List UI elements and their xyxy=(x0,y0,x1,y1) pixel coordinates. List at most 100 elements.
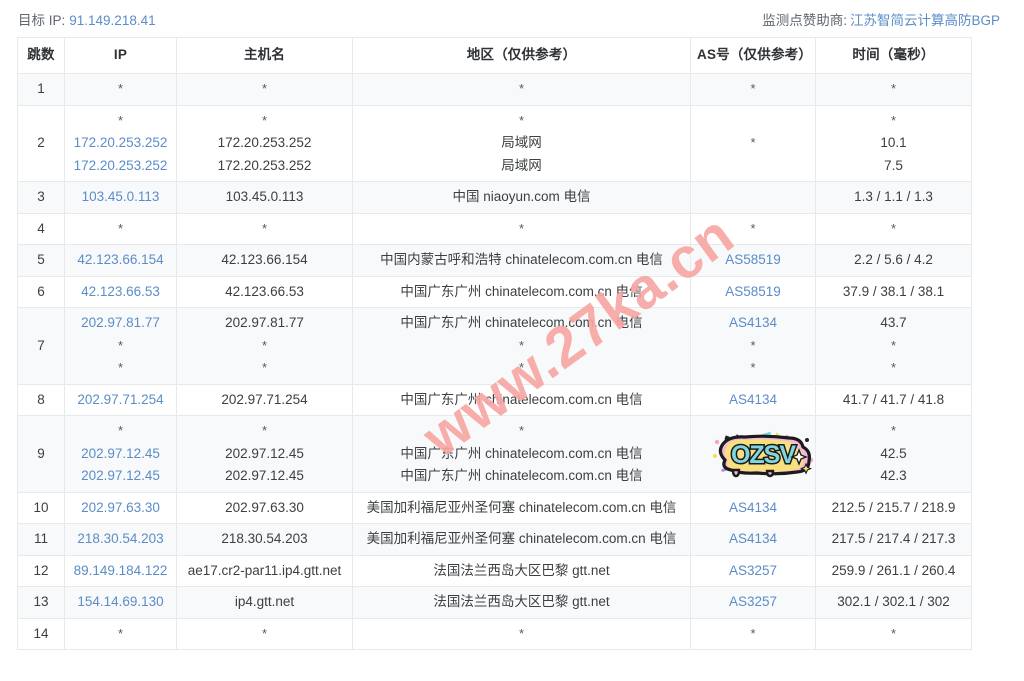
value-text: 中国广东广州 chinatelecom.com.cn 电信 xyxy=(400,468,643,483)
ip-link[interactable]: 218.30.54.203 xyxy=(77,531,164,546)
cell-ip[interactable]: 103.45.0.113 xyxy=(64,181,177,214)
value-text: 42.123.66.154 xyxy=(221,252,308,267)
ip-link[interactable]: 202.97.63.30 xyxy=(81,499,160,515)
value-text: 202.97.63.30 xyxy=(225,499,304,515)
cell-asn[interactable]: AS4134 xyxy=(690,491,816,524)
asn-link[interactable]: AS3257 xyxy=(728,594,778,609)
table-row: 1 * * * * * xyxy=(17,73,972,106)
cell-host: * xyxy=(176,617,353,650)
value-star: * xyxy=(261,625,268,641)
value-star: * xyxy=(750,434,756,450)
cell-ip[interactable]: * 172.20.253.252 172.20.253.252 xyxy=(64,104,177,182)
value-text: 202.97.81.77 xyxy=(225,315,304,330)
value-text: 7.5 xyxy=(884,157,903,173)
cell-host: ip4.gtt.net xyxy=(176,586,353,619)
cell-ip[interactable]: 202.97.81.77 * * xyxy=(64,307,177,385)
cell-asn[interactable]: AS58519 xyxy=(690,244,816,277)
cell-asn[interactable]: * xyxy=(690,617,816,650)
sponsor-label: 监测点赞助商: xyxy=(762,12,847,28)
value-text: 1.3 / 1.1 / 1.3 xyxy=(854,189,933,204)
asn-link[interactable]: AS58519 xyxy=(725,252,781,267)
sponsor-link[interactable]: 江苏智简云计算高防BGP xyxy=(849,12,1000,28)
ip-link[interactable]: 202.97.12.45 xyxy=(81,445,160,461)
cell-hop: 9 xyxy=(17,415,65,493)
ip-link[interactable]: 172.20.253.252 xyxy=(73,157,168,173)
ip-link[interactable]: 42.123.66.154 xyxy=(77,252,164,267)
col-header-time: 时间（毫秒） xyxy=(815,37,972,74)
asn-link[interactable]: AS4134 xyxy=(728,391,778,407)
value-star: * xyxy=(518,423,525,438)
value-text: 42.5 xyxy=(880,445,907,461)
ip-link[interactable]: 154.14.69.130 xyxy=(77,594,164,609)
cell-asn[interactable]: AS4134 xyxy=(690,383,816,416)
ip-link[interactable]: 103.45.0.113 xyxy=(81,189,160,204)
cell-hop: 14 xyxy=(17,617,65,650)
asn-link[interactable]: AS4134 xyxy=(728,499,778,515)
table-row: 14 * * * * * xyxy=(17,617,972,650)
cell-asn[interactable]: AS58519 xyxy=(690,275,816,308)
asn-link[interactable]: AS3257 xyxy=(728,562,778,578)
value-star: * xyxy=(750,337,756,353)
asn-link[interactable]: AS4134 xyxy=(728,315,778,330)
cell-geo: * xyxy=(352,73,691,106)
value-text: 41.7 / 41.7 / 41.8 xyxy=(842,391,945,407)
cell-asn[interactable]: * xyxy=(690,104,816,182)
cell-asn[interactable]: AS3257 xyxy=(690,586,816,619)
cell-ip[interactable]: 89.149.184.122 xyxy=(64,554,177,587)
cell-asn[interactable]: * AS4134 xyxy=(690,415,816,493)
table-header-row: 跳数 IP 主机名 地区（仅供参考） AS号（仅供参考） 时间（毫秒） xyxy=(17,37,972,74)
cell-hop: 1 xyxy=(17,73,65,106)
cell-asn[interactable]: AS4134 * * xyxy=(690,307,816,385)
value-star: * xyxy=(518,360,525,375)
value-text: 212.5 / 215.7 / 218.9 xyxy=(831,499,956,515)
cell-ip[interactable]: * xyxy=(64,73,177,106)
value-text: 172.20.253.252 xyxy=(217,135,312,150)
ip-link[interactable]: 89.149.184.122 xyxy=(73,562,168,578)
asn-link[interactable]: AS4134 xyxy=(728,456,778,472)
cell-ip[interactable]: * xyxy=(64,617,177,650)
cell-time: 41.7 / 41.7 / 41.8 xyxy=(815,383,972,416)
cell-asn[interactable]: * xyxy=(690,73,816,106)
value-star: * xyxy=(890,360,897,375)
cell-asn[interactable]: AS3257 xyxy=(690,554,816,587)
value-star: * xyxy=(890,220,897,236)
cell-geo: 中国广东广州 chinatelecom.com.cn 电信 * * xyxy=(352,307,691,385)
value-text: 172.20.253.252 xyxy=(217,157,312,173)
cell-ip[interactable]: 154.14.69.130 xyxy=(64,586,177,619)
cell-host: * xyxy=(176,73,353,106)
ip-link[interactable]: 202.97.81.77 xyxy=(81,315,160,330)
cell-hop: 2 xyxy=(17,104,65,182)
cell-geo: 美国加利福尼亚州圣何塞 chinatelecom.com.cn 电信 xyxy=(352,491,691,524)
asn-link[interactable]: AS58519 xyxy=(725,283,781,299)
page-topbar: 目标 IP: 91.149.218.41 监测点赞助商: 江苏智简云计算高防BGP xyxy=(0,0,1024,37)
value-star: * xyxy=(261,220,268,236)
cell-asn[interactable]: AS4134 xyxy=(690,523,816,556)
ip-link[interactable]: 42.123.66.53 xyxy=(81,283,160,299)
col-header-host: 主机名 xyxy=(176,37,353,74)
cell-hop: 10 xyxy=(17,491,65,524)
value-star: * xyxy=(261,81,268,96)
cell-hop: 6 xyxy=(17,275,65,308)
value-text: 42.3 xyxy=(880,468,907,483)
table-head: 跳数 IP 主机名 地区（仅供参考） AS号（仅供参考） 时间（毫秒） xyxy=(17,37,972,74)
asn-link[interactable]: AS4134 xyxy=(728,531,778,546)
value-star: * xyxy=(890,625,897,641)
value-text: ae17.cr2-par11.ip4.gtt.net xyxy=(187,562,342,578)
cell-ip[interactable]: 202.97.71.254 xyxy=(64,383,177,416)
cell-ip[interactable]: 218.30.54.203 xyxy=(64,523,177,556)
cell-ip[interactable]: * 202.97.12.45 202.97.12.45 xyxy=(64,415,177,493)
ip-link[interactable]: 172.20.253.252 xyxy=(73,135,168,150)
cell-geo: 法国法兰西岛大区巴黎 gtt.net xyxy=(352,554,691,587)
cell-asn[interactable]: * xyxy=(690,212,816,245)
cell-ip[interactable]: 202.97.63.30 xyxy=(64,491,177,524)
cell-ip[interactable]: * xyxy=(64,212,177,245)
table-row: 13 154.14.69.130 ip4.gtt.net 法国法兰西岛大区巴黎 gtt… xyxy=(17,586,972,619)
cell-ip[interactable]: 42.123.66.154 xyxy=(64,244,177,277)
ip-link[interactable]: 202.97.71.254 xyxy=(77,391,164,407)
ip-link[interactable]: 202.97.12.45 xyxy=(81,468,160,483)
value-star: * xyxy=(750,220,756,236)
cell-ip[interactable]: 42.123.66.53 xyxy=(64,275,177,308)
cell-asn[interactable] xyxy=(690,181,816,214)
traceroute-table: 跳数 IP 主机名 地区（仅供参考） AS号（仅供参考） 时间（毫秒） 1 * * *… xyxy=(17,37,972,650)
cell-time: 1.3 / 1.1 / 1.3 xyxy=(815,181,972,214)
